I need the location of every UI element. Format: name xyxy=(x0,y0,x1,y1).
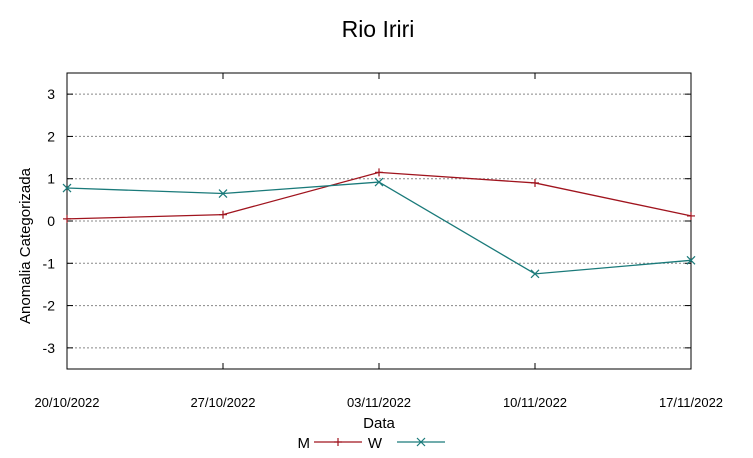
y-tick-label: -1 xyxy=(43,255,56,271)
data-point-M xyxy=(375,168,383,177)
data-point-W xyxy=(218,189,228,198)
y-axis-label: Anomalia Categorizada xyxy=(17,167,34,324)
y-tick-label: 3 xyxy=(47,86,55,102)
legend-marker-W xyxy=(416,437,426,447)
series-layer xyxy=(62,168,696,279)
x-tick-label: 20/10/2022 xyxy=(34,395,99,410)
chart-title: Rio Iriri xyxy=(342,16,415,42)
data-point-M xyxy=(63,214,71,223)
y-tick-label: 2 xyxy=(47,128,55,144)
y-tick-label: 0 xyxy=(47,213,55,229)
data-point-W xyxy=(62,183,72,193)
y-tick-label: -2 xyxy=(43,298,56,314)
data-point-W xyxy=(530,269,540,279)
legend-marker-M xyxy=(334,438,342,446)
legend-label-W: W xyxy=(368,435,383,452)
x-tick-label: 03/11/2022 xyxy=(347,395,411,410)
legend-label-M: M xyxy=(298,435,311,452)
x-axis-label: Data xyxy=(363,415,395,432)
x-tick-label: 17/11/2022 xyxy=(659,395,723,410)
grid-lines xyxy=(67,93,691,349)
data-point-M xyxy=(531,178,539,187)
x-axis-ticks: 20/10/2022 27/10/2022 03/11/2022 10/11/2022… xyxy=(34,73,723,410)
data-point-M xyxy=(687,211,695,220)
y-tick-label: 1 xyxy=(47,171,55,187)
x-tick-label: 27/10/2022 xyxy=(190,395,255,410)
series-line-M xyxy=(66,171,692,220)
data-point-M xyxy=(219,210,227,219)
data-point-W xyxy=(374,177,384,187)
y-axis-ticks: -3 -2 -1 0 1 2 3 xyxy=(43,86,691,356)
y-tick-label: -3 xyxy=(43,340,56,356)
x-tick-label: 10/11/2022 xyxy=(503,395,567,410)
data-point-W xyxy=(686,255,696,265)
